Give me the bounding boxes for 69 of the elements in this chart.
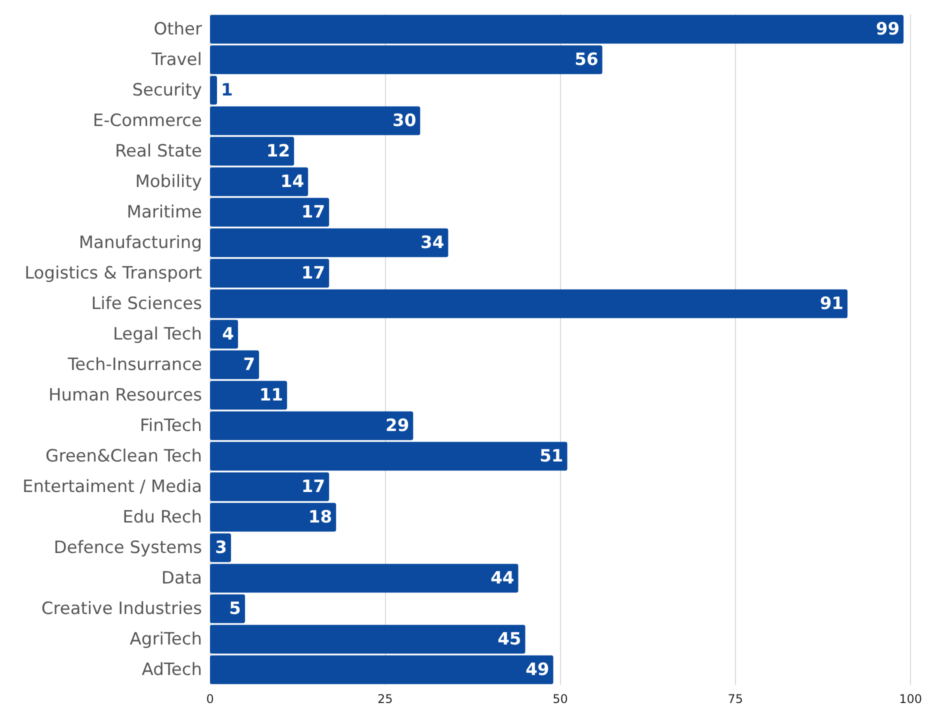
- y-tick-label: AdTech: [142, 660, 202, 680]
- data-label: 12: [266, 141, 290, 162]
- data-label: 45: [498, 629, 522, 650]
- data-label: 91: [820, 294, 844, 314]
- bar: [210, 289, 848, 318]
- y-tick-label: Human Resources: [48, 385, 202, 406]
- y-tick-label: Real State: [114, 141, 202, 162]
- bar: [210, 258, 330, 288]
- data-label: 49: [526, 660, 550, 680]
- y-tick-label: AgriTech: [130, 629, 202, 650]
- bar: [210, 14, 904, 44]
- bar: [210, 167, 308, 196]
- x-tick-label: 0: [206, 692, 214, 706]
- data-label: 7: [243, 354, 256, 375]
- data-label: 3: [215, 538, 228, 558]
- y-tick-label: Edu Rech: [122, 507, 202, 528]
- data-label: 1: [221, 80, 233, 100]
- bar: [210, 45, 602, 74]
- y-tick-label: Mobility: [135, 172, 202, 192]
- data-label: 56: [574, 50, 598, 70]
- y-tick-label: Legal Tech: [112, 324, 202, 344]
- bar: [210, 76, 218, 105]
- data-label: 17: [301, 476, 326, 497]
- y-tick-label: Manufacturing: [78, 232, 202, 253]
- bar: [210, 564, 518, 593]
- data-label: 11: [259, 385, 284, 406]
- y-tick-label: Travel: [150, 50, 202, 70]
- y-tick-label: FinTech: [140, 416, 202, 436]
- y-tick-label: Maritime: [126, 202, 202, 222]
- data-label: 34: [420, 232, 444, 253]
- data-label: 51: [540, 446, 564, 466]
- y-tick-label: Data: [161, 568, 202, 588]
- data-label: 4: [222, 324, 234, 344]
- y-tick-label: Defence Systems: [54, 538, 202, 558]
- x-tick-label: 75: [728, 692, 744, 706]
- bar: [210, 502, 336, 532]
- bar: [210, 594, 246, 624]
- bar: [210, 380, 288, 410]
- data-label: 17: [301, 263, 326, 284]
- y-tick-label: Life Sciences: [91, 294, 202, 314]
- y-tick-label: Creative Industries: [41, 598, 202, 619]
- data-label: 44: [490, 568, 514, 588]
- bar: [210, 411, 414, 440]
- bar: [210, 228, 448, 258]
- data-label: 29: [385, 416, 410, 436]
- y-tick-label: Logistics & Transport: [24, 263, 202, 284]
- y-tick-label: Green&Clean Tech: [46, 446, 202, 466]
- data-label: 14: [280, 172, 304, 192]
- y-tick-label: Entertaiment / Media: [22, 476, 202, 497]
- data-label: 5: [229, 598, 242, 619]
- bar: [210, 106, 420, 136]
- bar: [210, 442, 568, 471]
- bar: [210, 624, 526, 654]
- y-tick-label: Tech-Insurrance: [66, 354, 202, 375]
- bar: [210, 198, 330, 227]
- bar: [210, 136, 294, 166]
- data-label: 30: [392, 110, 416, 131]
- data-label: 99: [876, 19, 900, 40]
- data-label: 18: [308, 507, 332, 528]
- bar: [210, 350, 260, 380]
- y-tick-label: Other: [154, 19, 202, 40]
- x-tick-label: 25: [377, 692, 393, 706]
- y-tick-label: E-Commerce: [92, 110, 202, 131]
- x-tick-label: 50: [552, 692, 568, 706]
- bar: [210, 472, 330, 502]
- y-tick-label: Security: [132, 80, 202, 100]
- data-label: 17: [301, 202, 326, 222]
- bar: [210, 655, 554, 684]
- x-tick-label: 100: [899, 692, 922, 706]
